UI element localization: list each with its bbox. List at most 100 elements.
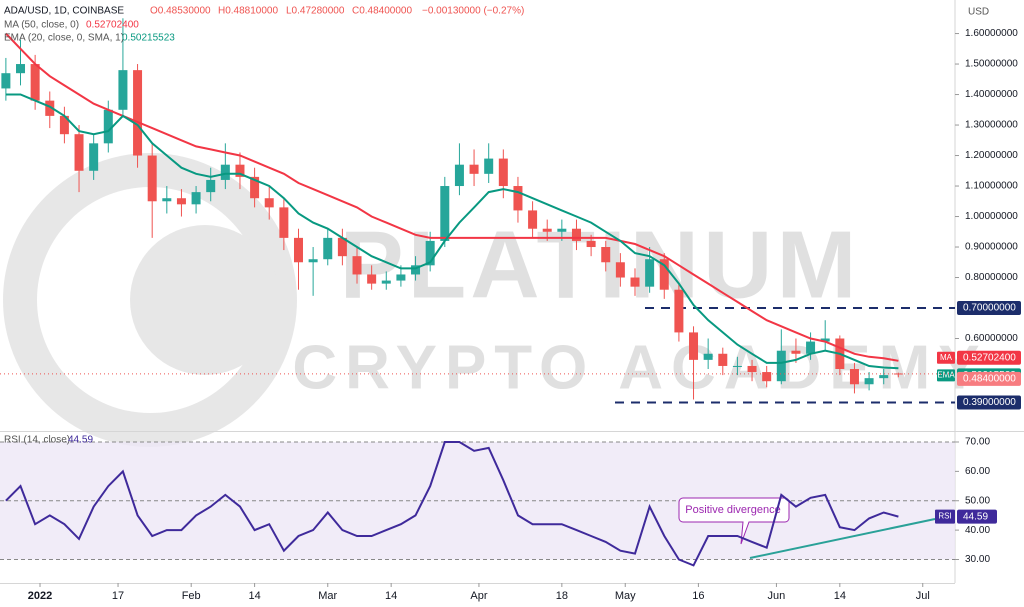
y-tick-label: 40.00 bbox=[965, 525, 990, 536]
candle-body bbox=[1, 73, 11, 89]
symbol: ADA/USD, 1D, COINBASE bbox=[4, 6, 124, 17]
candle-body bbox=[601, 247, 611, 263]
candle-body bbox=[689, 332, 699, 360]
candle-body bbox=[89, 143, 99, 171]
x-tick-label: Jun bbox=[768, 590, 786, 602]
axis-tag-name: RSI bbox=[938, 512, 951, 521]
y-tick-label: 1.00000000 bbox=[965, 211, 1018, 222]
candle-body bbox=[484, 158, 494, 174]
candle-body bbox=[645, 259, 655, 287]
candle-body bbox=[337, 237, 347, 257]
candle-body bbox=[528, 210, 538, 229]
x-tick-label: May bbox=[615, 590, 636, 602]
legend-label: RSI (14, close) bbox=[4, 435, 70, 446]
candle-body bbox=[59, 115, 69, 135]
x-tick-label: Apr bbox=[470, 590, 487, 602]
y-tick-label: 1.10000000 bbox=[965, 181, 1018, 192]
candle-body bbox=[674, 289, 684, 333]
candle-body bbox=[133, 70, 143, 156]
axis-tag-box bbox=[957, 395, 1021, 410]
y-tick-label: 0.60000000 bbox=[965, 333, 1018, 344]
candle-body bbox=[118, 70, 128, 110]
watermark-text: CRYPTO ACADEMY bbox=[292, 333, 987, 402]
y-tick-label: 50.00 bbox=[965, 495, 990, 506]
y-tick-label: 0.80000000 bbox=[965, 272, 1018, 283]
y-tick-label: 60.00 bbox=[965, 466, 990, 477]
candle-body bbox=[74, 134, 84, 171]
y-tick-label: 1.50000000 bbox=[965, 59, 1018, 70]
candle-body bbox=[820, 338, 830, 342]
candle-body bbox=[308, 259, 318, 263]
candle-body bbox=[30, 64, 40, 101]
candle-body bbox=[776, 350, 786, 382]
candle-body bbox=[849, 369, 859, 385]
candle-body bbox=[762, 372, 772, 382]
candle-body bbox=[103, 109, 113, 144]
axis-tag-name: EMA bbox=[937, 370, 955, 379]
candle-body bbox=[659, 259, 669, 290]
candle-body bbox=[703, 353, 713, 360]
watermark: PLATINUM CRYPTO ACADEMY bbox=[3, 153, 987, 447]
legend-label: EMA (20, close, 0, SMA, 1) bbox=[4, 33, 124, 44]
watermark-coin bbox=[130, 225, 280, 375]
candle-body bbox=[513, 186, 523, 211]
x-tick-label: Jul bbox=[916, 590, 930, 602]
candle-body bbox=[352, 256, 362, 275]
candle-body bbox=[791, 350, 801, 354]
candle-body bbox=[732, 365, 742, 367]
legend-value: 0.50215523 bbox=[122, 33, 175, 44]
x-tick-label: Mar bbox=[318, 590, 337, 602]
axis-tag-value: 0.48400000 bbox=[963, 374, 1016, 385]
candle-body bbox=[264, 198, 274, 208]
legend-value: 0.52702400 bbox=[86, 20, 139, 31]
candle-body bbox=[176, 198, 186, 205]
ohlc-high: H0.48810000 bbox=[218, 6, 278, 17]
candle-body bbox=[381, 280, 391, 284]
candle-body bbox=[396, 274, 406, 281]
candle-body bbox=[630, 277, 640, 287]
x-tick-label: 18 bbox=[556, 590, 568, 602]
candle-body bbox=[16, 64, 26, 74]
x-tick-label: 14 bbox=[834, 590, 846, 602]
legend-label: MA (50, close, 0) bbox=[4, 20, 79, 31]
indicator-line bbox=[5, 93, 899, 370]
axis-tag-name-box bbox=[937, 369, 955, 382]
axis-tag-value: 0.39000000 bbox=[963, 397, 1016, 408]
y-tick-label: 1.30000000 bbox=[965, 120, 1018, 131]
candle-body bbox=[323, 237, 333, 260]
y-tick-label: 1.20000000 bbox=[965, 150, 1018, 161]
candle-body bbox=[411, 265, 421, 275]
currency: USD bbox=[968, 7, 989, 18]
ohlc-open: O0.48530000 bbox=[150, 6, 211, 17]
candle-body bbox=[879, 375, 889, 379]
legend-value: 44.59 bbox=[68, 435, 93, 446]
candle-body bbox=[440, 186, 450, 241]
candle-body bbox=[367, 274, 377, 284]
candle-body bbox=[806, 341, 816, 354]
axis-tag-value: 0.52702400 bbox=[963, 352, 1016, 363]
candle-body bbox=[220, 164, 230, 180]
y-tick-label: 70.00 bbox=[965, 437, 990, 448]
y-tick-label: 1.40000000 bbox=[965, 89, 1018, 100]
candle-body bbox=[542, 228, 552, 232]
candle-body bbox=[293, 237, 303, 263]
plot: 0.60000000 0.80000000 0.90000000 1.00000000… bbox=[0, 18, 1021, 602]
x-tick-label: 2022 bbox=[28, 590, 52, 602]
candle-body bbox=[250, 176, 260, 199]
x-tick-label: 16 bbox=[692, 590, 704, 602]
candle-body bbox=[147, 155, 157, 202]
candle-body bbox=[425, 240, 435, 266]
ohlc-close: C0.48400000 bbox=[352, 6, 412, 17]
candle-body bbox=[235, 164, 245, 177]
y-tick-label: 1.60000000 bbox=[965, 28, 1018, 39]
candle-body bbox=[747, 365, 757, 373]
axis-tag-box bbox=[957, 509, 997, 524]
candle-body bbox=[557, 228, 567, 232]
axis-tag-box bbox=[957, 301, 1021, 316]
x-tick-label: 14 bbox=[248, 590, 260, 602]
trendline bbox=[749, 518, 936, 559]
rsi-line bbox=[5, 441, 899, 567]
candle-body bbox=[498, 158, 508, 187]
candle-body bbox=[864, 378, 874, 385]
